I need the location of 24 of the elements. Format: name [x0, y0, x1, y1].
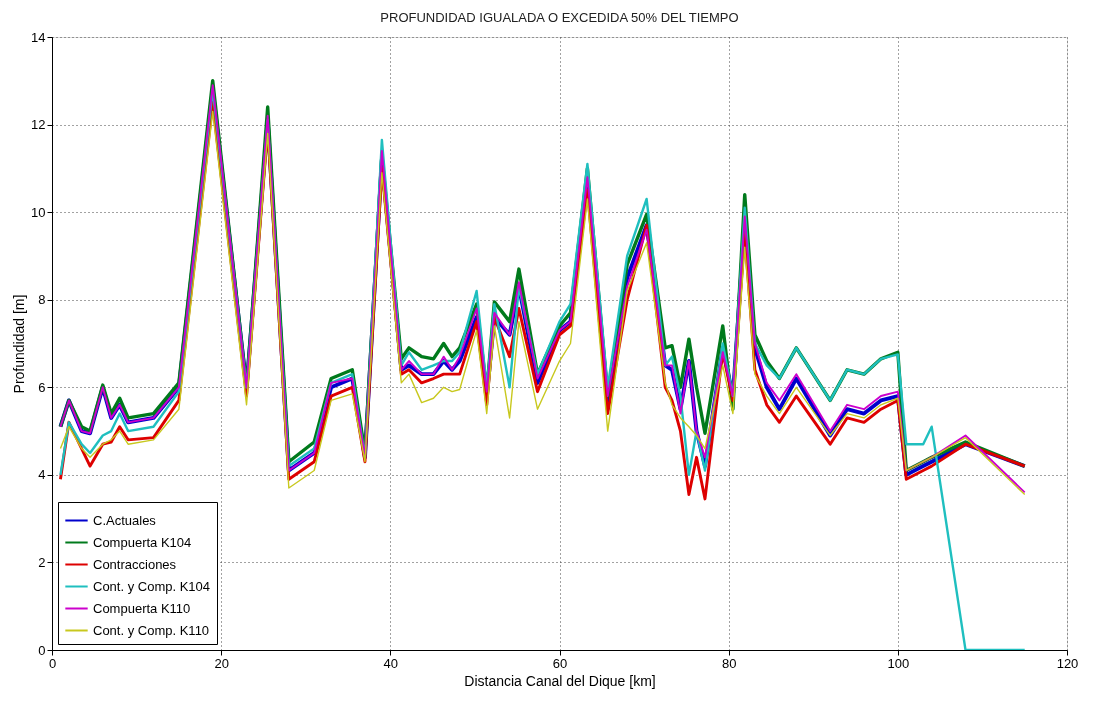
legend-label: C.Actuales: [93, 512, 157, 528]
x-tick-label: 120: [1056, 655, 1079, 671]
legend-label: Compuerta K104: [93, 534, 192, 550]
x-tick-label: 100: [887, 655, 910, 671]
y-tick-label: 6: [38, 379, 46, 395]
x-tick-label: 20: [214, 655, 229, 671]
x-tick-label: 0: [48, 655, 57, 671]
y-axis-title: Profundidad [m]: [11, 294, 28, 394]
y-tick-label: 14: [31, 29, 46, 45]
y-tick-label: 12: [31, 117, 46, 133]
y-tick-label: 8: [38, 292, 46, 308]
x-tick-label: 60: [552, 655, 568, 671]
x-axis-title: Distancia Canal del Dique [km]: [464, 672, 656, 689]
y-tick-label: 0: [38, 642, 46, 658]
y-tick-label: 2: [38, 554, 46, 570]
legend-label: Cont. y Comp. K104: [93, 578, 211, 594]
x-tick-label: 40: [383, 655, 399, 671]
y-tick-label: 4: [38, 467, 46, 483]
chart-title: PROFUNDIDAD IGUALADA O EXCEDIDA 50% DEL TIEMPO: [380, 10, 739, 25]
x-tick-label: 80: [721, 655, 737, 671]
legend-label: Compuerta K110: [93, 600, 191, 616]
legend-label: Contracciones: [93, 556, 177, 572]
legend-label: Cont. y Comp. K110: [93, 622, 210, 638]
y-tick-label: 10: [31, 204, 46, 220]
